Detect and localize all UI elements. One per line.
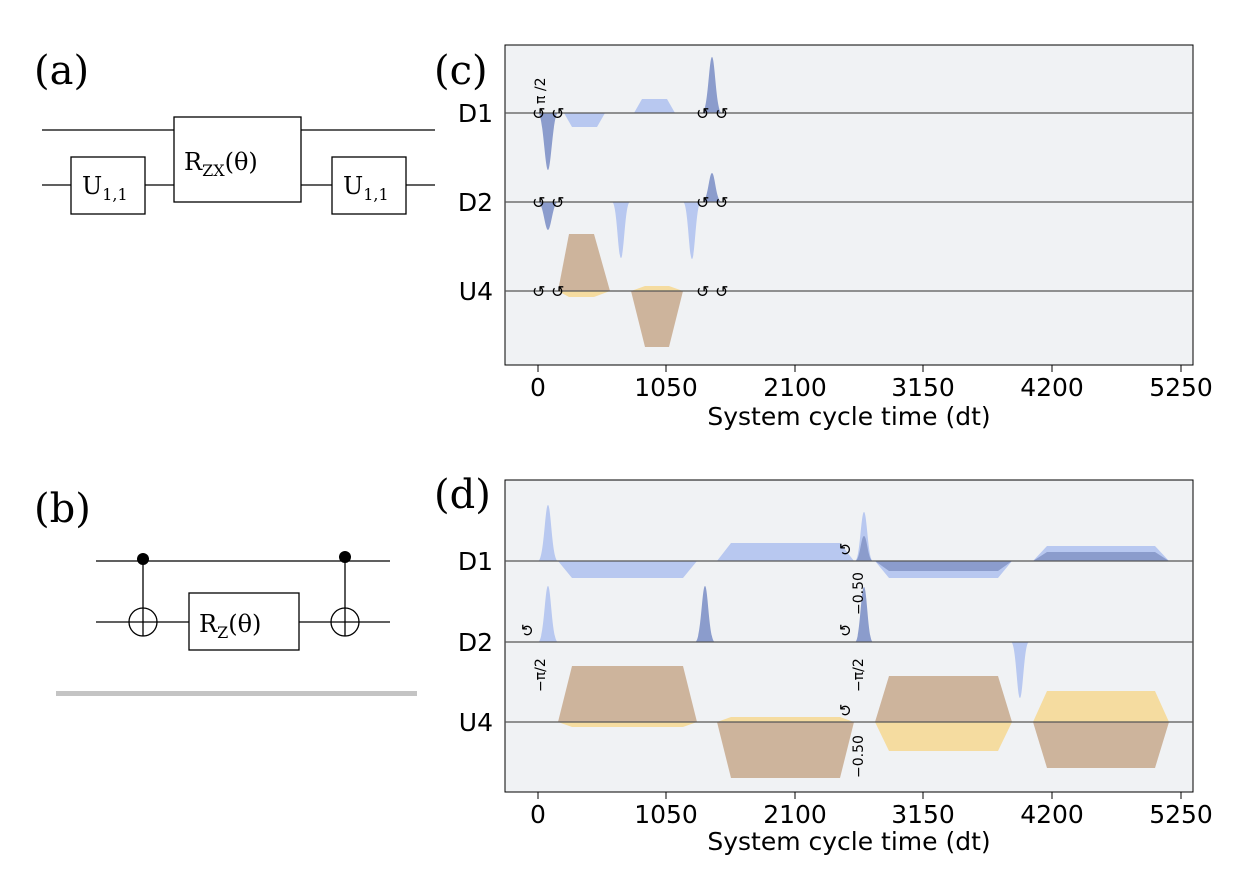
pulse xyxy=(875,676,1012,722)
cnot-right xyxy=(330,551,360,637)
channel-label-u4: U4 xyxy=(459,277,493,306)
frame-change-icon: ↺ xyxy=(715,104,728,123)
x-axis: 0 1050 2100 3150 4200 5250 System cycle … xyxy=(530,365,1213,431)
waveforms xyxy=(538,505,1169,778)
x-axis: 0 1050 2100 3150 4200 5250 System cycle … xyxy=(530,792,1213,856)
panel-b: (b) RZ(θ) xyxy=(34,486,417,696)
frame-change-icon: ↺ xyxy=(532,193,545,212)
channel-label-d1: D1 xyxy=(458,547,493,576)
x-tick-label: 1050 xyxy=(634,373,698,402)
phase-annotation: π /2 xyxy=(533,77,549,104)
frame-change-icon: ↺ xyxy=(715,193,728,212)
panel-c-label: (c) xyxy=(434,48,488,94)
channel-label-d1: D1 xyxy=(458,99,493,128)
pulse xyxy=(538,202,558,230)
pulse xyxy=(564,113,605,127)
pulse xyxy=(717,717,854,722)
panel-c: (c) ↺ ↺ ↺ ↺ xyxy=(434,44,1213,431)
frame-change-icon: ↺ xyxy=(518,624,537,637)
plot-area xyxy=(504,44,1194,366)
pulse xyxy=(702,173,722,202)
x-axis-label: System cycle time (dt) xyxy=(707,402,990,431)
frame-change-icon: ↺ xyxy=(696,193,709,212)
pulse xyxy=(1033,691,1169,722)
panel-d: (d) xyxy=(434,472,1213,856)
svg-text:RZ(θ): RZ(θ) xyxy=(199,610,261,642)
frame-change-icon: ↺ xyxy=(551,282,564,301)
svg-text:U1,1: U1,1 xyxy=(343,172,389,204)
pulse xyxy=(538,586,558,642)
pulse xyxy=(558,666,697,722)
pulse xyxy=(875,722,1012,751)
x-tick-label: 0 xyxy=(530,373,546,402)
channel-label-d2: D2 xyxy=(458,628,493,657)
pulse xyxy=(717,543,854,561)
pulse xyxy=(855,536,873,561)
cnot-left xyxy=(128,553,158,637)
svg-text:U1,1: U1,1 xyxy=(82,172,128,204)
channel-label-u4: U4 xyxy=(459,708,493,737)
x-axis-label: System cycle time (dt) xyxy=(707,827,990,856)
x-tick-label: 5250 xyxy=(1149,373,1213,402)
frame-change-icon: ↺ xyxy=(696,104,709,123)
gate-u11-left: U1,1 xyxy=(70,156,146,215)
phase-annotation: −π/2 xyxy=(851,658,867,692)
channel-label-d2: D2 xyxy=(458,188,493,217)
pulse xyxy=(558,291,610,297)
x-tick-label: 3150 xyxy=(891,800,955,829)
pulse xyxy=(1033,552,1169,561)
phase-annotation: −0.50 xyxy=(851,572,867,615)
x-tick-label: 2100 xyxy=(763,800,827,829)
pulse xyxy=(702,57,722,113)
separator-bar xyxy=(56,691,417,696)
x-tick-label: 2100 xyxy=(763,373,827,402)
pulse xyxy=(683,202,701,259)
pulse xyxy=(558,722,697,727)
pulse xyxy=(875,561,1012,571)
gate-u11-right: U1,1 xyxy=(331,156,407,215)
x-tick-label: 4200 xyxy=(1020,373,1084,402)
frame-change-markers: ↺ −π/2 ↺ −0.50 ↺ −π/2 ↺ −0.50 xyxy=(518,543,867,778)
pulse xyxy=(634,99,675,113)
phase-annotation: −π/2 xyxy=(533,658,549,692)
x-tick-label: 1050 xyxy=(634,800,698,829)
panel-a-label: (a) xyxy=(34,48,89,94)
pulse xyxy=(631,291,683,347)
pulse xyxy=(612,202,630,258)
frame-change-icon: ↺ xyxy=(836,543,855,556)
frame-change-icon: ↺ xyxy=(836,624,855,637)
pulse xyxy=(558,234,610,291)
frame-change-icon: ↺ xyxy=(551,193,564,212)
pulse xyxy=(855,587,873,642)
x-tick-label: 0 xyxy=(530,800,546,829)
panel-a: (a) U1,1 RZX(θ) U1,1 xyxy=(34,48,435,215)
x-tick-label: 4200 xyxy=(1020,800,1084,829)
waveforms xyxy=(538,57,722,347)
gate-rz: RZ(θ) xyxy=(188,592,300,651)
pulse xyxy=(717,722,854,778)
pulse xyxy=(631,286,683,291)
pulse xyxy=(538,113,558,170)
pulse xyxy=(1011,642,1029,698)
pulse xyxy=(538,505,558,561)
gate-rzx: RZX(θ) xyxy=(173,116,302,203)
x-tick-label: 5250 xyxy=(1149,800,1213,829)
panel-b-label: (b) xyxy=(34,486,91,532)
frame-change-icon: ↺ xyxy=(836,704,855,717)
frame-change-icon: ↺ xyxy=(551,104,564,123)
pulse xyxy=(558,561,697,578)
frame-change-icon: ↺ xyxy=(532,104,545,123)
svg-text:RZX(θ): RZX(θ) xyxy=(184,148,258,180)
panel-d-label: (d) xyxy=(434,472,491,518)
frame-change-icon: ↺ xyxy=(532,282,545,301)
frame-change-markers: ↺ ↺ ↺ ↺ ↺ ↺ ↺ ↺ ↺ ↺ ↺ ↺ xyxy=(532,104,728,301)
phase-annotation: −0.50 xyxy=(851,735,867,778)
pulse xyxy=(695,586,715,642)
x-tick-label: 3150 xyxy=(891,373,955,402)
frame-change-icon: ↺ xyxy=(696,282,709,301)
pulse xyxy=(1033,722,1169,768)
frame-change-icon: ↺ xyxy=(715,282,728,301)
